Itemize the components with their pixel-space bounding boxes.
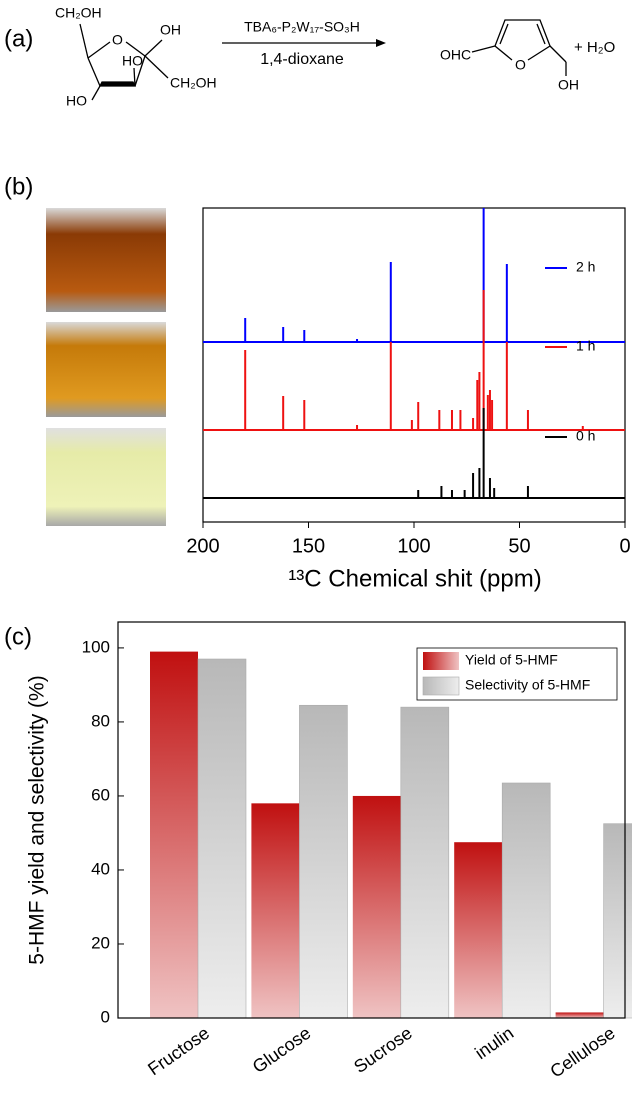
y-tick-label: 100 (82, 637, 110, 656)
x-tick-label: Fructose (144, 1023, 213, 1080)
legend-swatch (423, 652, 459, 670)
hmf-structure (471, 19, 567, 76)
atom-label: HO (66, 93, 87, 109)
bar (251, 803, 300, 1018)
x-axis-label: ¹³C Chemical shit (ppm) (288, 565, 541, 592)
plot-frame (202, 207, 626, 523)
y-tick-label: 0 (101, 1007, 110, 1026)
vial-photos (46, 208, 166, 526)
arrow-head (376, 39, 386, 47)
trace (203, 290, 625, 431)
y-tick-label: 60 (91, 785, 110, 804)
panel-label: (c) (4, 623, 32, 650)
legend-label: Yield of 5-HMF (465, 652, 558, 668)
bar (555, 1012, 604, 1018)
atom-label: O (112, 32, 123, 48)
reagent: TBA₆-P₂W₁₇-SO₃H (244, 19, 360, 35)
x-tick-label: 200 (186, 535, 219, 557)
legend-label: 1 h (576, 338, 595, 354)
fructose-structure (79, 23, 169, 101)
atom-label: OHC (440, 47, 471, 63)
atom-label: OH (558, 77, 579, 93)
x-tick-label: Glucose (249, 1023, 315, 1077)
byproduct: + H₂O (574, 39, 615, 56)
bar (299, 704, 348, 1019)
panel-label: (b) (4, 173, 33, 200)
bar (603, 823, 632, 1019)
legend-label: Selectivity of 5-HMF (465, 677, 590, 693)
panel-label: (a) (4, 25, 33, 52)
x-tick-label: 50 (508, 535, 530, 557)
trace (203, 208, 625, 343)
bar (454, 842, 503, 1018)
atom-label: CH₂OH (55, 5, 102, 21)
bar (501, 782, 551, 1019)
legend-label: 0 h (576, 428, 595, 444)
legend-swatch (422, 676, 460, 696)
bar (400, 706, 450, 1019)
y-tick-label: 20 (91, 933, 110, 952)
y-tick-label: 40 (91, 859, 110, 878)
solvent: 1,4-dioxane (260, 51, 344, 68)
x-tick-label: Cellulose (546, 1023, 618, 1082)
bar (197, 658, 247, 1019)
x-tick-label: inulin (471, 1023, 517, 1063)
y-tick-label: 80 (91, 711, 110, 730)
bar (150, 651, 198, 1018)
x-tick-label: 0 (619, 535, 630, 557)
atom-label: CH₂OH (170, 75, 217, 91)
plot-frame (117, 621, 626, 1019)
x-tick-label: Sucrose (350, 1023, 416, 1077)
bar (352, 795, 401, 1018)
x-tick-label: 150 (292, 535, 325, 557)
atom-label: OH (160, 22, 181, 38)
x-tick-label: 100 (397, 535, 430, 557)
trace (203, 408, 625, 499)
atom-label: O (515, 57, 526, 73)
atom-label: HO (122, 53, 143, 69)
y-axis-label: 5-HMF yield and selectivity (%) (26, 675, 49, 964)
legend-label: 2 h (576, 259, 595, 275)
